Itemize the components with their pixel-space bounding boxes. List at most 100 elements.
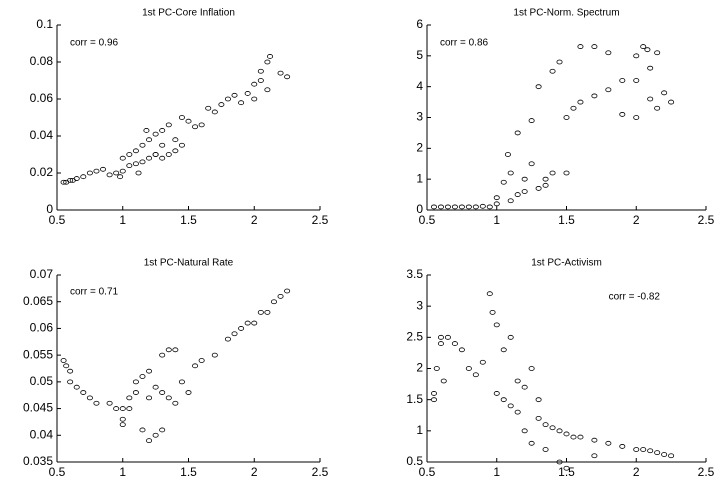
point	[80, 390, 87, 395]
x-tick-label: 2.5	[698, 465, 715, 479]
point	[577, 44, 584, 49]
annotation: corr = 0.86	[440, 38, 489, 49]
y-tick-label: 0.06	[30, 321, 54, 335]
point	[135, 170, 142, 176]
point	[647, 65, 654, 71]
point	[668, 453, 675, 459]
point	[106, 172, 113, 178]
y-tick-label: 3	[416, 298, 423, 312]
point	[224, 336, 231, 342]
point	[507, 334, 514, 340]
x-tick-label: 1	[119, 213, 126, 227]
point	[542, 422, 549, 428]
point	[654, 50, 661, 56]
point	[654, 105, 661, 111]
y-tick-label: 2	[416, 141, 423, 155]
point	[218, 102, 225, 107]
point	[500, 179, 507, 185]
point	[577, 99, 584, 105]
point	[284, 74, 291, 80]
point	[126, 152, 133, 157]
point	[640, 44, 647, 49]
point	[139, 142, 146, 148]
point	[542, 182, 549, 188]
point	[433, 366, 440, 371]
point	[661, 452, 668, 457]
point	[563, 465, 570, 471]
point	[500, 397, 507, 403]
point	[146, 395, 153, 401]
point	[159, 427, 166, 433]
x-tick-label: 2.5	[312, 465, 329, 479]
y-tick-label: 2.5	[406, 330, 423, 344]
point	[430, 204, 437, 210]
point	[486, 291, 493, 297]
point	[152, 384, 159, 390]
point	[493, 201, 500, 207]
point	[549, 170, 556, 176]
point	[251, 320, 258, 326]
point	[172, 400, 179, 406]
point	[437, 334, 444, 340]
point	[264, 309, 271, 315]
point	[507, 403, 514, 409]
chart-title: 1st PC-Core Inflation	[142, 8, 235, 19]
point	[165, 347, 172, 353]
point	[507, 170, 514, 176]
x-tick-label: 2.5	[312, 213, 329, 227]
point	[535, 186, 542, 191]
point	[126, 395, 133, 401]
point	[244, 320, 251, 326]
point	[437, 204, 444, 210]
point	[570, 105, 577, 111]
y-tick-label: 1.5	[406, 392, 423, 406]
point	[633, 447, 640, 452]
point	[117, 174, 124, 180]
point	[132, 390, 139, 395]
point	[86, 170, 93, 176]
point	[451, 204, 458, 210]
point	[159, 352, 166, 358]
point	[570, 434, 577, 440]
point	[535, 415, 542, 421]
point	[251, 81, 258, 87]
x-tick-label: 1.5	[558, 465, 575, 479]
point	[152, 131, 159, 137]
point	[486, 204, 493, 210]
chart-title: 1st PC-Natural Rate	[144, 258, 234, 269]
point	[591, 44, 598, 49]
point	[535, 397, 542, 403]
point	[146, 368, 153, 374]
y-tick-label: 0.06	[30, 91, 54, 105]
point	[132, 148, 139, 154]
point	[264, 59, 271, 65]
point	[106, 400, 113, 406]
y-tick-label: 0	[46, 202, 53, 216]
y-tick-label: 0.035	[23, 454, 53, 468]
point	[159, 155, 166, 161]
point	[172, 137, 179, 143]
point	[465, 204, 472, 210]
point	[514, 378, 521, 384]
point	[277, 70, 284, 76]
point	[231, 331, 238, 337]
y-tick-label: 0.055	[23, 347, 53, 361]
point	[93, 168, 100, 174]
point	[119, 416, 126, 422]
point	[146, 137, 153, 143]
point	[479, 359, 486, 365]
point	[542, 176, 549, 182]
point	[514, 192, 521, 197]
point	[619, 444, 626, 449]
point	[458, 204, 465, 210]
point	[198, 122, 205, 128]
point	[591, 437, 598, 443]
y-tick-label: 0.045	[23, 401, 53, 415]
point	[528, 161, 535, 167]
point	[521, 176, 528, 182]
point	[205, 105, 212, 111]
point	[67, 177, 74, 183]
x-tick-label: 1.5	[180, 213, 197, 227]
x-tick-label: 1	[493, 465, 500, 479]
point	[143, 128, 150, 133]
